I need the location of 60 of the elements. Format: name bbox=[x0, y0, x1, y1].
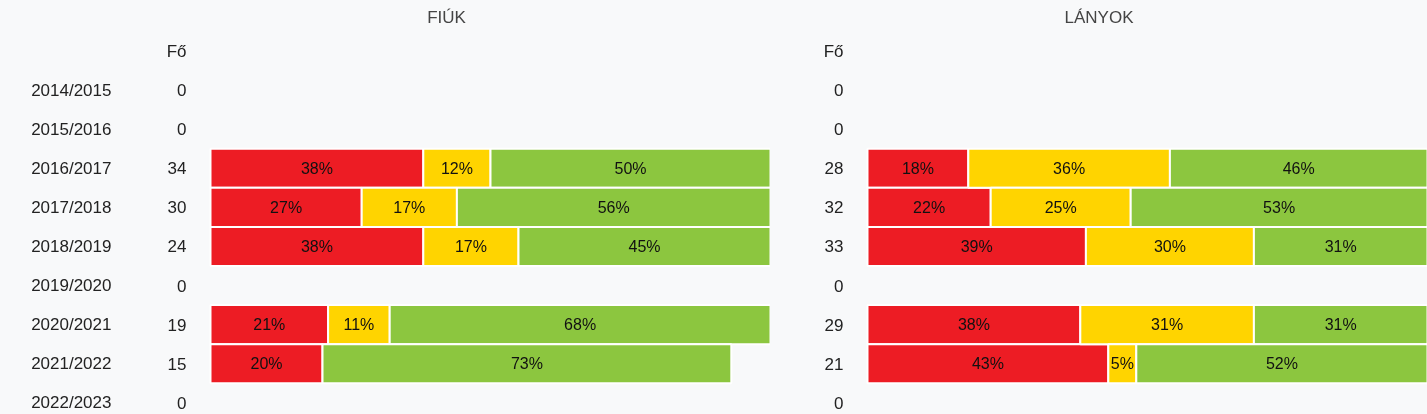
chart-title: LÁNYOK bbox=[1064, 7, 1135, 27]
text: 29 bbox=[824, 315, 844, 335]
data-label: 56% bbox=[597, 198, 630, 216]
data-label: 73% bbox=[510, 355, 543, 373]
data-label: 38% bbox=[957, 316, 990, 334]
text: 19 bbox=[167, 315, 187, 335]
data-label: 18% bbox=[901, 159, 934, 177]
text: Fő bbox=[823, 41, 844, 61]
data-label: 53% bbox=[1263, 198, 1296, 216]
data-label: 11% bbox=[343, 316, 375, 334]
data-label: 12% bbox=[440, 159, 473, 177]
data-label: 31% bbox=[1324, 237, 1357, 255]
text: 33 bbox=[824, 237, 844, 257]
data-label: 27% bbox=[270, 198, 303, 216]
data-label: 39% bbox=[960, 237, 993, 255]
data-label: 68% bbox=[564, 316, 597, 334]
text: 0 bbox=[834, 393, 844, 413]
data-label: 45% bbox=[628, 237, 661, 255]
y-tick-label: 2020/2021 bbox=[31, 315, 112, 335]
data-label: 38% bbox=[300, 237, 333, 255]
y-tick-label: 2021/2022 bbox=[31, 354, 112, 374]
text: 28 bbox=[824, 159, 844, 179]
data-label: 52% bbox=[1265, 355, 1298, 373]
text: 15 bbox=[167, 354, 187, 374]
y-tick-label: 2016/2017 bbox=[31, 158, 112, 178]
text: Fő bbox=[166, 41, 187, 61]
y-tick-label: 2017/2018 bbox=[31, 197, 112, 217]
y-tick-label: 2014/2015 bbox=[31, 80, 112, 100]
text: 30 bbox=[167, 198, 187, 218]
text: 0 bbox=[834, 276, 844, 296]
data-label: 25% bbox=[1044, 198, 1077, 216]
data-label: 22% bbox=[913, 198, 946, 216]
text: 0 bbox=[177, 120, 187, 140]
data-label: 31% bbox=[1151, 316, 1184, 334]
data-label: 20% bbox=[250, 355, 283, 373]
data-label: 30% bbox=[1153, 237, 1186, 255]
text: 0 bbox=[834, 81, 844, 101]
text: 0 bbox=[177, 276, 187, 296]
data-label: 43% bbox=[971, 355, 1004, 373]
text: 0 bbox=[834, 120, 844, 140]
y-tick-label: 2015/2016 bbox=[31, 119, 112, 139]
data-label: 36% bbox=[1053, 159, 1086, 177]
data-label: 31% bbox=[1324, 316, 1357, 334]
data-label: 17% bbox=[454, 237, 487, 255]
chart-title: FIÚK bbox=[427, 7, 467, 27]
data-label: 17% bbox=[393, 198, 426, 216]
text: 34 bbox=[167, 159, 187, 179]
text: 32 bbox=[824, 198, 844, 218]
data-label: 46% bbox=[1282, 159, 1315, 177]
text: 24 bbox=[167, 237, 187, 257]
data-label: 21% bbox=[253, 316, 286, 334]
y-tick-label: 2019/2020 bbox=[31, 276, 112, 296]
text: 0 bbox=[177, 393, 187, 413]
text: 21 bbox=[824, 354, 844, 374]
y-tick-label: 2018/2019 bbox=[31, 236, 112, 256]
y-tick-label: 2022/2023 bbox=[31, 393, 112, 413]
data-label: 5% bbox=[1110, 355, 1134, 373]
text: 0 bbox=[177, 81, 187, 101]
data-label: 50% bbox=[614, 159, 647, 177]
data-label: 38% bbox=[300, 159, 333, 177]
